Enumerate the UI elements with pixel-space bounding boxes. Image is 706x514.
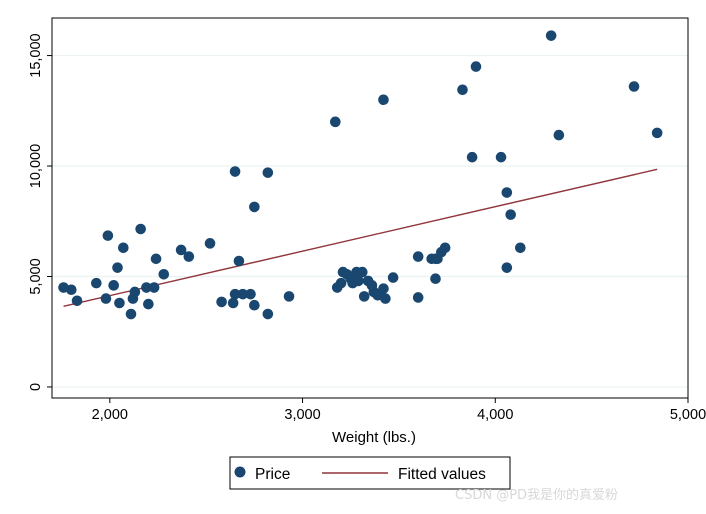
- price-point: [358, 291, 370, 302]
- price-point: [387, 272, 399, 283]
- y-tick-label: 5,000: [28, 258, 44, 294]
- price-point: [501, 262, 513, 273]
- price-point: [283, 291, 295, 302]
- price-point: [227, 297, 239, 309]
- price-point: [412, 292, 424, 303]
- price-point: [216, 296, 227, 308]
- legend-price-marker: [234, 466, 246, 478]
- price-point: [378, 283, 389, 294]
- price-point: [175, 244, 187, 256]
- price-point: [466, 151, 478, 163]
- price-point: [505, 209, 516, 220]
- price-point: [553, 129, 565, 141]
- price-point: [118, 242, 129, 254]
- scatter-points-layer: [58, 30, 663, 320]
- price-point: [378, 94, 389, 106]
- price-point: [356, 266, 368, 278]
- price-point: [102, 230, 114, 241]
- price-point: [65, 284, 77, 296]
- legend: Price Fitted values: [229, 456, 511, 490]
- price-point: [229, 166, 241, 177]
- price-point: [249, 201, 260, 213]
- fitted-line-layer: [63, 168, 658, 307]
- plot-area: [51, 17, 689, 399]
- x-tick-label: 3,000: [284, 407, 320, 423]
- price-point: [249, 299, 260, 311]
- price-point: [430, 273, 441, 284]
- price-point: [150, 253, 162, 265]
- price-point: [114, 297, 125, 309]
- y-tick-label: 10,000: [28, 144, 44, 188]
- price-point: [141, 282, 152, 293]
- price-point: [204, 238, 216, 249]
- price-point: [148, 282, 160, 293]
- price-point: [100, 293, 112, 304]
- fitted-values-line: [63, 168, 658, 307]
- price-point: [501, 187, 513, 198]
- price-point: [335, 277, 347, 289]
- price-point: [129, 286, 141, 298]
- price-point: [229, 288, 241, 300]
- price-point: [112, 262, 123, 273]
- price-point: [245, 288, 256, 300]
- price-point: [412, 251, 424, 262]
- price-point: [262, 308, 274, 320]
- price-point: [457, 84, 468, 96]
- price-point: [143, 298, 154, 310]
- price-point: [353, 275, 364, 287]
- price-point: [651, 127, 663, 139]
- price-point: [545, 30, 557, 41]
- x-tick-label: 2,000: [92, 407, 128, 423]
- price-point: [262, 167, 274, 178]
- price-point: [628, 81, 640, 92]
- y-tick-label: 15,000: [28, 33, 44, 77]
- price-point: [125, 308, 137, 320]
- price-point: [439, 242, 451, 254]
- legend-price-label: Price: [255, 466, 290, 483]
- price-point: [135, 223, 146, 235]
- x-tick-label: 5,000: [670, 407, 706, 423]
- price-point: [470, 61, 482, 72]
- price-point: [108, 280, 119, 291]
- price-point: [237, 288, 249, 300]
- y-tick-label: 0: [28, 383, 44, 391]
- price-point: [495, 151, 507, 163]
- legend-fitted-label: Fitted values: [398, 466, 486, 483]
- price-point: [158, 268, 170, 280]
- x-axis-title: Weight (lbs.): [332, 429, 416, 446]
- price-point: [515, 242, 526, 254]
- x-tick-label: 4,000: [477, 407, 513, 423]
- price-point: [330, 116, 341, 128]
- watermark: CSDN @PD我是你的真爱粉: [455, 488, 619, 503]
- price-point: [91, 277, 102, 289]
- price-point: [183, 251, 195, 262]
- y-axis: 0 5,000 10,000 15,000: [28, 33, 52, 391]
- price-point: [380, 293, 391, 304]
- price-point: [71, 295, 83, 307]
- price-point: [233, 255, 245, 267]
- x-axis: 2,000 3,000 4,000 5,000: [92, 398, 706, 423]
